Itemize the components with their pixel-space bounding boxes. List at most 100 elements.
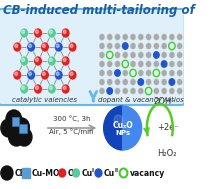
- Circle shape: [122, 79, 128, 85]
- Circle shape: [138, 43, 144, 49]
- Circle shape: [153, 69, 160, 77]
- Circle shape: [70, 44, 73, 47]
- Circle shape: [146, 70, 151, 76]
- Circle shape: [99, 52, 105, 58]
- Circle shape: [146, 34, 151, 40]
- Circle shape: [107, 61, 112, 67]
- Circle shape: [146, 61, 151, 67]
- Circle shape: [146, 88, 151, 94]
- Circle shape: [107, 88, 112, 94]
- Circle shape: [99, 70, 105, 76]
- Circle shape: [115, 88, 120, 94]
- Circle shape: [27, 70, 35, 80]
- Circle shape: [56, 44, 59, 47]
- Circle shape: [55, 42, 63, 52]
- Circle shape: [16, 128, 32, 146]
- Circle shape: [122, 34, 128, 40]
- Circle shape: [138, 34, 144, 40]
- Circle shape: [115, 61, 120, 67]
- Circle shape: [169, 70, 175, 76]
- Circle shape: [68, 70, 77, 80]
- Circle shape: [130, 61, 136, 67]
- Circle shape: [122, 70, 128, 76]
- Circle shape: [130, 69, 137, 77]
- Bar: [12, 116, 19, 125]
- Circle shape: [169, 79, 175, 85]
- Circle shape: [22, 58, 25, 61]
- Circle shape: [161, 61, 167, 67]
- Circle shape: [169, 88, 175, 94]
- Circle shape: [29, 72, 32, 75]
- Circle shape: [106, 51, 113, 59]
- Circle shape: [169, 52, 175, 58]
- Circle shape: [99, 43, 105, 49]
- Circle shape: [154, 52, 159, 58]
- Circle shape: [107, 79, 112, 85]
- Circle shape: [154, 70, 159, 76]
- Circle shape: [169, 43, 175, 49]
- Circle shape: [161, 61, 167, 67]
- Circle shape: [138, 79, 144, 85]
- Circle shape: [154, 34, 159, 40]
- Text: Cu-MOF: Cu-MOF: [32, 169, 66, 177]
- Circle shape: [122, 61, 128, 67]
- Circle shape: [169, 61, 175, 67]
- Circle shape: [177, 79, 183, 85]
- Circle shape: [13, 70, 22, 80]
- Circle shape: [154, 79, 159, 85]
- Circle shape: [1, 119, 16, 137]
- Circle shape: [29, 44, 32, 47]
- Circle shape: [99, 61, 105, 67]
- Circle shape: [27, 42, 35, 52]
- Circle shape: [20, 28, 29, 38]
- Circle shape: [130, 79, 136, 85]
- Circle shape: [34, 84, 42, 94]
- Circle shape: [68, 42, 77, 52]
- Text: 300 °C, 3h: 300 °C, 3h: [53, 115, 91, 122]
- Circle shape: [1, 166, 13, 180]
- Circle shape: [107, 70, 112, 76]
- Circle shape: [107, 34, 112, 40]
- Circle shape: [161, 88, 167, 94]
- Circle shape: [42, 44, 45, 47]
- Circle shape: [47, 28, 56, 38]
- Circle shape: [15, 44, 18, 47]
- Circle shape: [20, 56, 29, 66]
- Circle shape: [41, 42, 49, 52]
- Circle shape: [130, 43, 136, 49]
- Circle shape: [115, 52, 120, 58]
- Circle shape: [42, 72, 45, 75]
- Circle shape: [49, 58, 52, 61]
- Circle shape: [35, 86, 38, 90]
- Circle shape: [115, 70, 120, 76]
- Circle shape: [47, 56, 56, 66]
- Circle shape: [154, 43, 159, 49]
- Circle shape: [161, 52, 167, 58]
- Text: 2OH⁻: 2OH⁻: [154, 97, 176, 105]
- Circle shape: [169, 79, 175, 85]
- Text: +2e⁻: +2e⁻: [157, 123, 179, 132]
- Circle shape: [95, 169, 102, 177]
- Circle shape: [99, 34, 105, 40]
- Circle shape: [122, 43, 128, 49]
- Text: Cu: Cu: [104, 169, 115, 177]
- Circle shape: [161, 43, 167, 49]
- Circle shape: [177, 34, 183, 40]
- Circle shape: [107, 52, 112, 58]
- Circle shape: [99, 79, 105, 85]
- Circle shape: [177, 52, 183, 58]
- Circle shape: [130, 34, 136, 40]
- Circle shape: [146, 43, 151, 49]
- Text: NPs: NPs: [115, 130, 130, 136]
- Circle shape: [122, 43, 128, 49]
- Circle shape: [15, 72, 18, 75]
- Circle shape: [63, 30, 66, 33]
- Bar: [19, 123, 27, 132]
- Circle shape: [35, 58, 38, 61]
- Text: H₂O₂: H₂O₂: [158, 149, 177, 159]
- Circle shape: [41, 70, 49, 80]
- Circle shape: [161, 70, 167, 76]
- Circle shape: [177, 70, 183, 76]
- Circle shape: [161, 34, 167, 40]
- Circle shape: [138, 79, 144, 85]
